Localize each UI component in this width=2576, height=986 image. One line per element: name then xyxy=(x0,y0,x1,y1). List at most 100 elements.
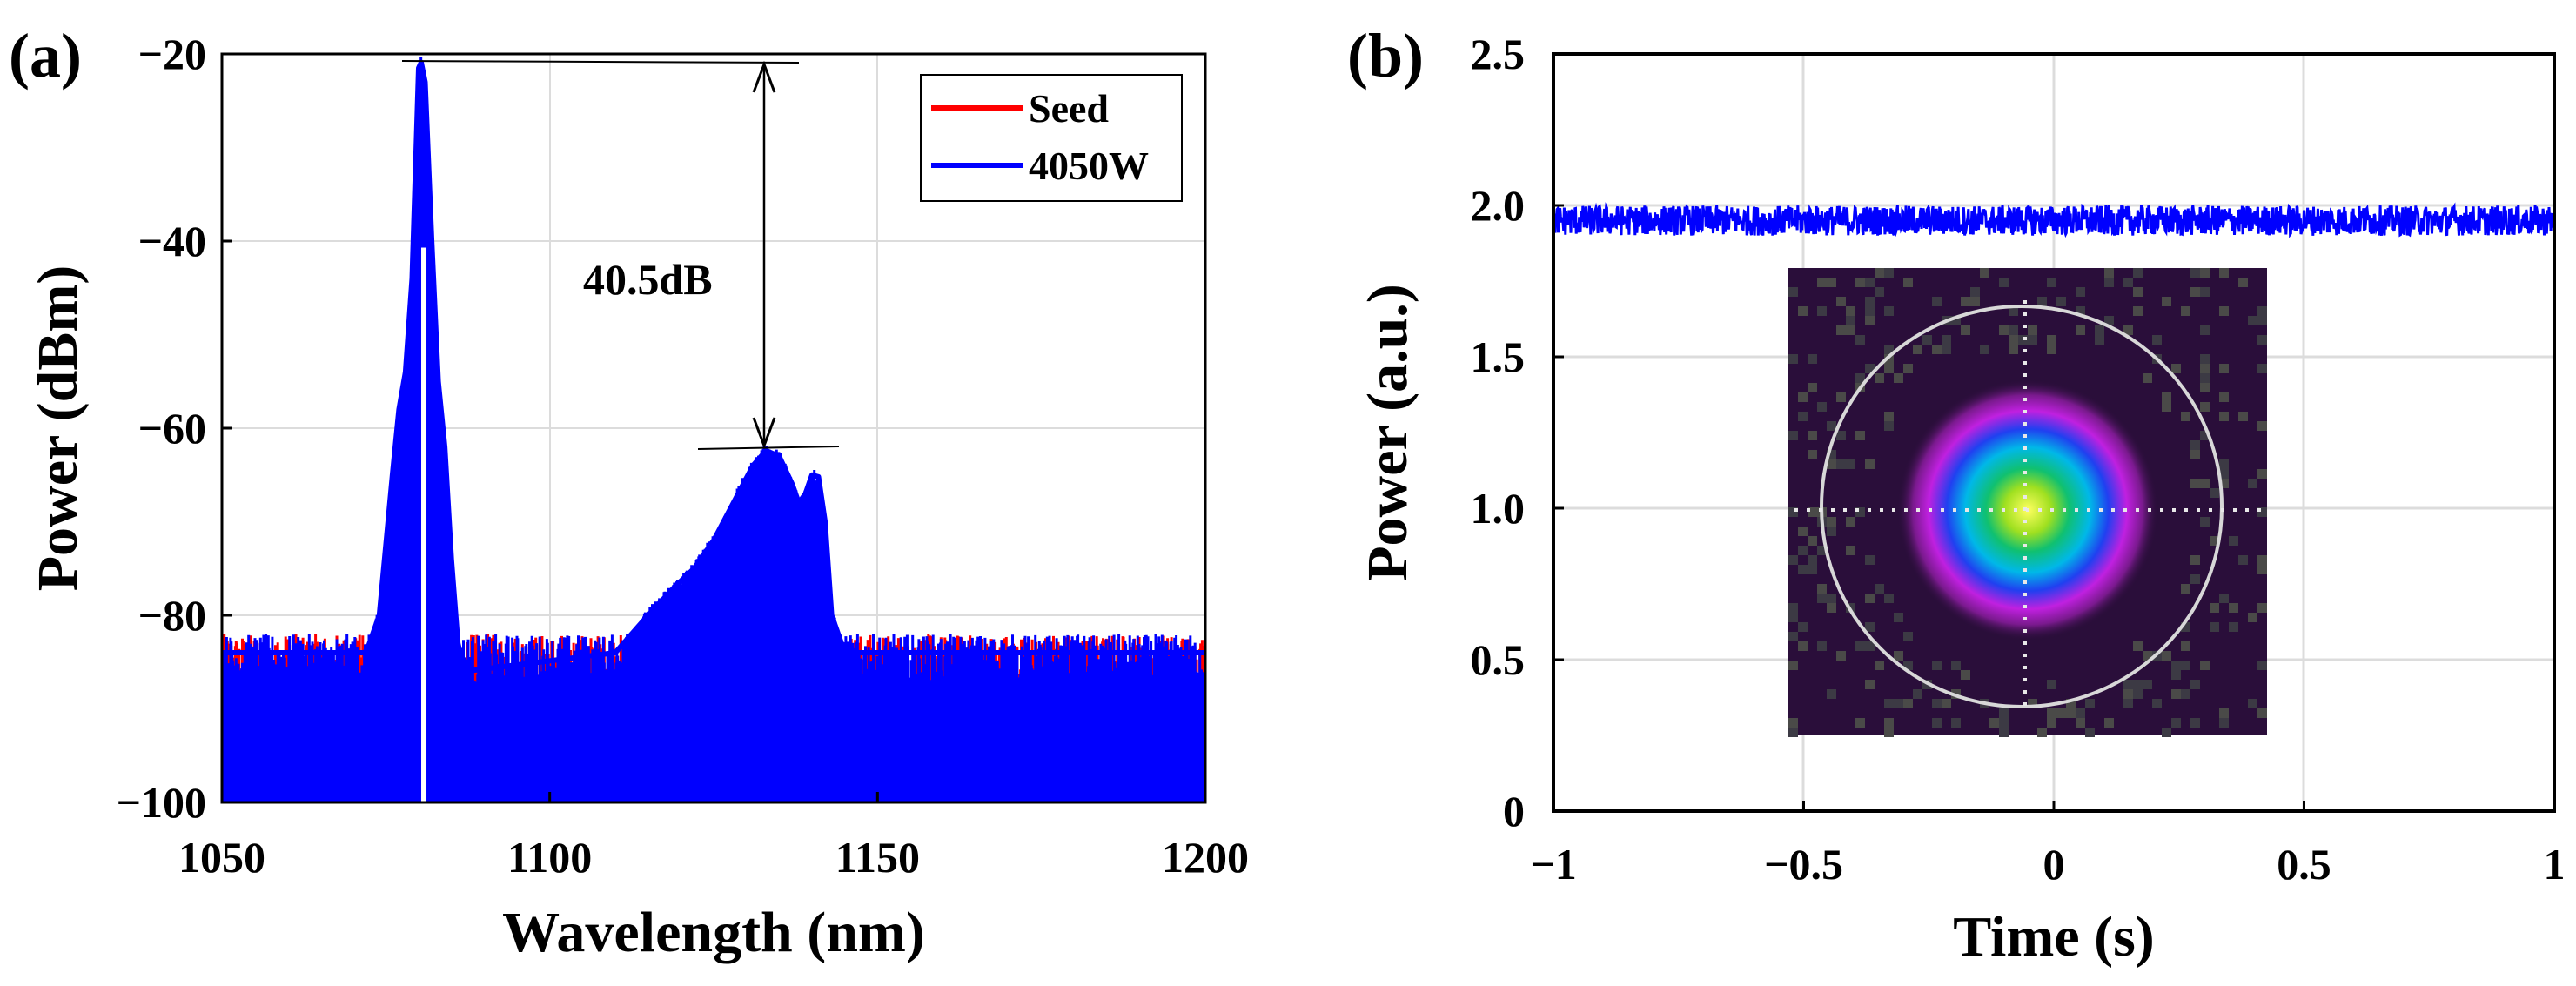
speckle-pixel xyxy=(2219,718,2229,728)
speckle-pixel xyxy=(2200,431,2210,440)
speckle-pixel xyxy=(2104,278,2114,287)
speckle-pixel xyxy=(1788,431,1798,440)
panel-b-ytick-label: 2.5 xyxy=(1471,30,1526,78)
speckle-pixel xyxy=(1808,383,1817,392)
speckle-pixel xyxy=(2171,689,2181,699)
speckle-pixel xyxy=(1798,527,1808,536)
speckle-pixel xyxy=(1884,345,1894,354)
speckle-pixel xyxy=(2181,622,2190,632)
speckle-pixel xyxy=(2056,297,2066,306)
speckle-pixel xyxy=(2248,613,2257,622)
speckle-pixel xyxy=(1788,603,1798,613)
speckle-pixel xyxy=(2190,680,2200,689)
speckle-pixel xyxy=(1855,431,1865,440)
speckle-pixel xyxy=(1932,661,1942,670)
speckle-pixel xyxy=(2181,689,2190,699)
speckle-pixel xyxy=(2210,603,2219,613)
speckle-pixel xyxy=(2190,450,2200,459)
speckle-pixel xyxy=(1875,268,1884,278)
panel-b-label: (b) xyxy=(1347,21,1424,91)
speckle-pixel xyxy=(1865,278,1875,287)
speckle-pixel xyxy=(2152,335,2162,345)
speckle-pixel xyxy=(1827,459,1836,469)
speckle-pixel xyxy=(2171,670,2181,680)
speckle-pixel xyxy=(1788,728,1798,737)
speckle-pixel xyxy=(2200,354,2210,364)
speckle-pixel xyxy=(1999,728,2009,737)
speckle-pixel xyxy=(2219,459,2229,469)
speckle-pixel xyxy=(1894,699,1903,708)
speckle-pixel xyxy=(2095,335,2104,345)
speckle-pixel xyxy=(1855,718,1865,728)
panel-b-ytick-label: 1.5 xyxy=(1471,332,1526,381)
speckle-pixel xyxy=(2210,488,2219,498)
speckle-pixel xyxy=(2229,603,2238,613)
speckle-pixel xyxy=(1836,431,1846,440)
speckle-pixel xyxy=(2143,373,2152,383)
panel-a-ylabel: Power (dBm) xyxy=(26,265,90,592)
speckle-pixel xyxy=(2104,316,2114,325)
speckle-pixel xyxy=(1836,325,1846,335)
speckle-pixel xyxy=(2181,412,2190,421)
speckle-pixel xyxy=(1875,584,1884,594)
speckle-pixel xyxy=(1865,297,1875,306)
speckle-pixel xyxy=(2009,345,2018,354)
panel-a-xtick-label: 1050 xyxy=(178,833,265,882)
speckle-pixel xyxy=(2200,661,2210,670)
speckle-pixel xyxy=(2257,603,2267,613)
db-arrow-head-bottom xyxy=(752,417,776,450)
speckle-pixel xyxy=(2219,306,2229,316)
speckle-pixel xyxy=(1827,603,1836,613)
panel-a-ytick-label: −40 xyxy=(138,217,207,265)
speckle-pixel xyxy=(2200,373,2210,383)
speckle-pixel xyxy=(1846,325,1855,335)
panel-b: (b) −1 −0.5 0 0.5 1 0 0.5 1.0 1.5 2.0 2.5 Time (s)… xyxy=(1347,21,2566,969)
speckle-pixel xyxy=(1865,622,1875,632)
speckle-pixel xyxy=(1884,412,1894,421)
speckle-pixel xyxy=(1855,373,1865,383)
speckle-pixel xyxy=(2181,584,2190,594)
speckle-pixel xyxy=(1798,641,1808,651)
speckle-pixel xyxy=(1865,641,1875,651)
speckle-pixel xyxy=(2076,306,2085,316)
speckle-pixel xyxy=(1980,345,1989,354)
panel-a-xtick-label: 1200 xyxy=(1162,833,1249,882)
speckle-pixel xyxy=(1855,278,1865,287)
speckle-pixel xyxy=(1875,287,1884,297)
speckle-pixel xyxy=(1827,689,1836,699)
speckle-pixel xyxy=(1903,661,1913,670)
speckle-pixel xyxy=(2047,718,2056,728)
speckle-pixel xyxy=(1903,278,1913,287)
speckle-pixel xyxy=(1846,517,1855,527)
speckle-pixel xyxy=(2047,708,2056,718)
speckle-pixel xyxy=(1884,421,1894,431)
speckle-pixel xyxy=(1875,373,1884,383)
beam-aperture-ring xyxy=(1820,305,2224,708)
panel-b-xtick-label: −1 xyxy=(1530,840,1577,889)
speckle-pixel xyxy=(2133,680,2143,689)
speckle-pixel xyxy=(2181,641,2190,651)
speckle-pixel xyxy=(1808,354,1817,364)
speckle-pixel xyxy=(1788,613,1798,622)
speckle-pixel xyxy=(2190,287,2200,297)
speckle-pixel xyxy=(2009,335,2018,345)
speckle-pixel xyxy=(2171,718,2181,728)
speckle-pixel xyxy=(1913,689,1922,699)
speckle-pixel xyxy=(1865,316,1875,325)
speckle-pixel xyxy=(2200,383,2210,392)
speckle-pixel xyxy=(2190,718,2200,728)
speckle-pixel xyxy=(1855,335,1865,345)
speckle-pixel xyxy=(1951,316,1961,325)
speckle-pixel xyxy=(1836,392,1846,402)
panel-a: (a) 1050 1100 1150 1200 −20 −40 −60 −80 −100 Wav… xyxy=(9,21,1249,964)
speckle-pixel xyxy=(2219,479,2229,488)
speckle-pixel xyxy=(2200,287,2210,297)
speckle-pixel xyxy=(2037,728,2047,737)
speckle-pixel xyxy=(2143,651,2152,661)
speckle-pixel xyxy=(2047,680,2056,689)
speckle-pixel xyxy=(2085,699,2095,708)
speckle-pixel xyxy=(1951,661,1961,670)
speckle-pixel xyxy=(2257,421,2267,431)
speckle-pixel xyxy=(1865,306,1875,316)
speckle-pixel xyxy=(1798,622,1808,632)
